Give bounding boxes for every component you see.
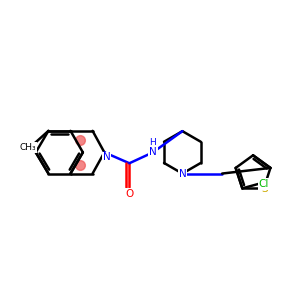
Text: N: N xyxy=(178,169,186,178)
Text: H: H xyxy=(150,138,156,147)
Text: CH₃: CH₃ xyxy=(20,143,36,152)
Text: S: S xyxy=(261,184,268,194)
Text: Cl: Cl xyxy=(259,179,269,189)
Text: N: N xyxy=(149,147,157,158)
Text: O: O xyxy=(125,189,134,199)
Text: N: N xyxy=(103,152,110,162)
